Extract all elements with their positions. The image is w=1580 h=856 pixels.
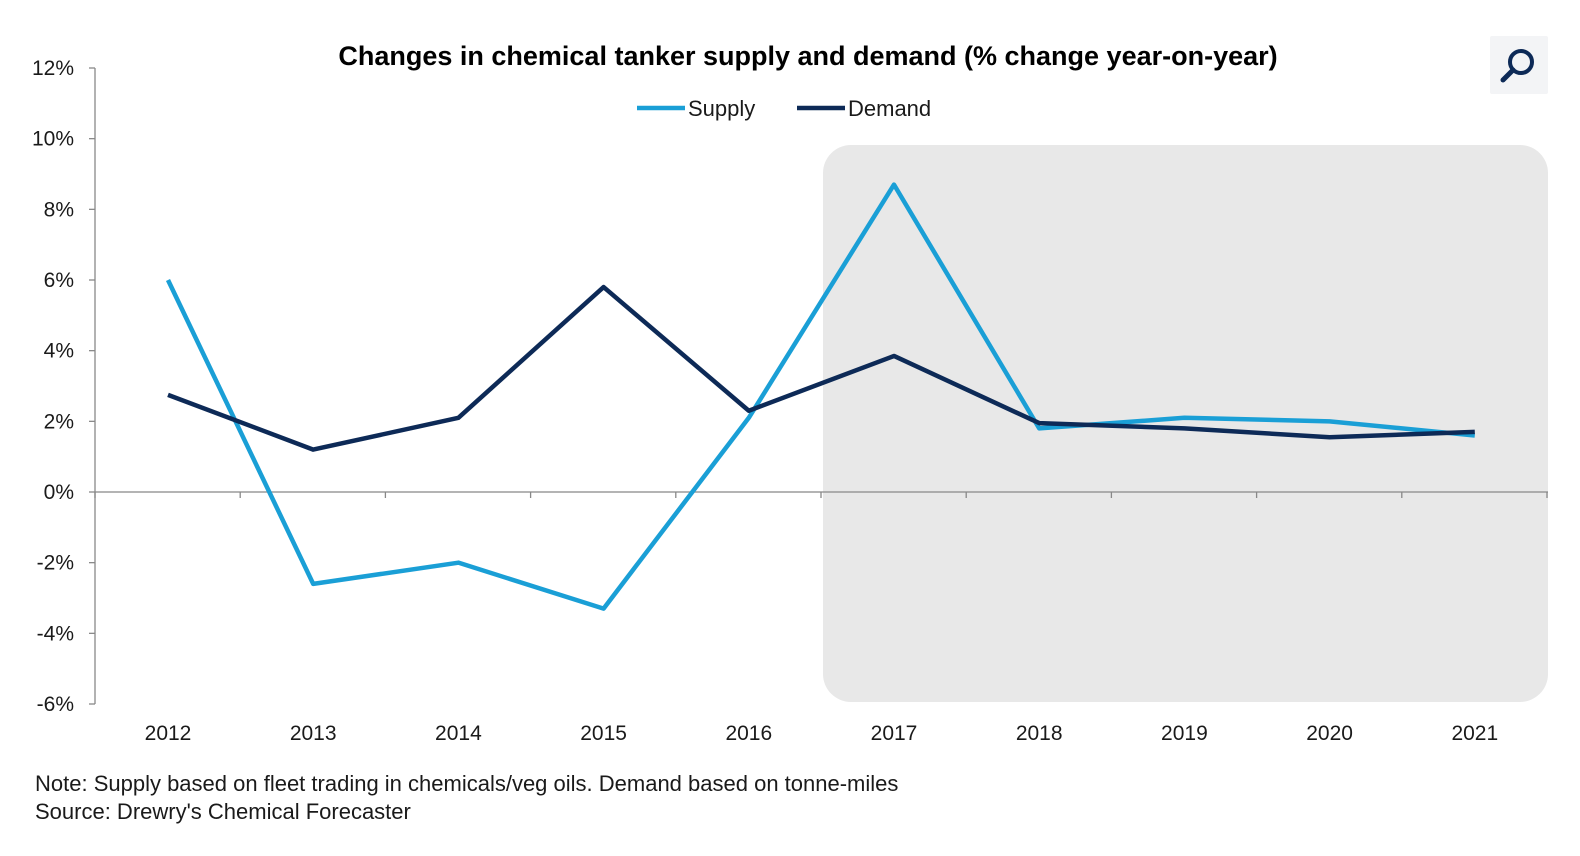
x-tick-label: 2016 [725, 722, 772, 745]
chart-title: Changes in chemical tanker supply and de… [338, 41, 1277, 71]
x-tick-label: 2020 [1306, 722, 1353, 745]
y-tick-label: 8% [44, 198, 74, 221]
legend-label-demand: Demand [848, 96, 931, 121]
legend: Supply Demand [637, 96, 931, 121]
search-button[interactable] [1490, 36, 1548, 94]
series-lines [165, 182, 1476, 611]
y-axis: 12% 10% 8% 6% 4% 2% 0% -2% -4% -6% [32, 57, 96, 716]
y-tick-label: 2% [44, 410, 74, 433]
y-tick-label: 0% [44, 481, 74, 504]
x-tick-label: 2014 [435, 722, 482, 745]
x-tick-label: 2019 [1161, 722, 1208, 745]
y-tick-label: -6% [37, 693, 74, 716]
series-line-demand [167, 284, 1475, 452]
y-tick-label: -2% [37, 552, 74, 575]
x-tick-label: 2015 [580, 722, 627, 745]
x-tick-label: 2017 [871, 722, 918, 745]
y-tick-label: 12% [32, 57, 74, 80]
chart-note: Note: Supply based on fleet trading in c… [35, 771, 899, 796]
y-tick-label: 6% [44, 269, 74, 292]
x-tick-label: 2018 [1016, 722, 1063, 745]
y-tick-label: 4% [44, 340, 74, 363]
chart-source: Source: Drewry's Chemical Forecaster [35, 799, 411, 824]
forecast-shading [823, 145, 1548, 702]
legend-label-supply: Supply [688, 96, 755, 121]
x-tick-label: 2012 [145, 722, 192, 745]
series-line-supply [165, 182, 1476, 611]
x-tick-label: 2021 [1451, 722, 1498, 745]
y-tick-label: -4% [37, 622, 74, 645]
y-tick-label: 10% [32, 128, 74, 151]
magnifier-icon [1500, 49, 1534, 83]
x-axis: 2012 2013 2014 2015 2016 2017 2018 2019 2020 2021 [94, 491, 1548, 745]
x-tick-label: 2013 [290, 722, 337, 745]
